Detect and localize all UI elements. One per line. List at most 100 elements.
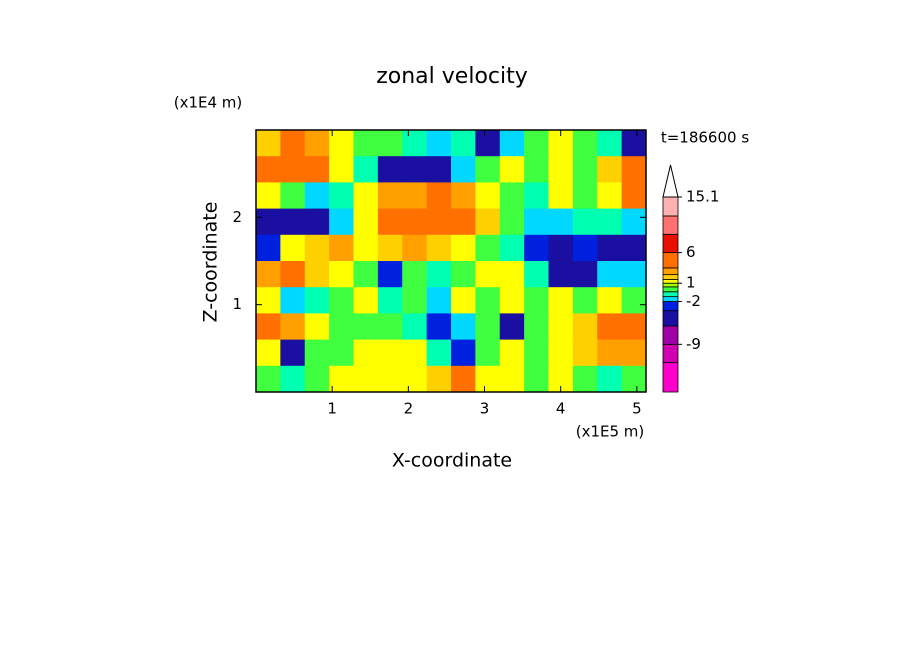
field-cell — [426, 287, 452, 314]
field-cell — [475, 339, 501, 367]
field-cell — [621, 182, 647, 210]
x-unit: (x1E5 m) — [576, 423, 645, 441]
field-cell — [426, 339, 452, 367]
field-cell — [499, 287, 525, 314]
colorbar-swatch — [662, 233, 679, 254]
colorbar-swatch — [662, 362, 679, 393]
field-cell — [499, 234, 525, 262]
field-cell — [256, 365, 281, 393]
field-cell — [524, 261, 549, 288]
field-cell — [499, 208, 525, 236]
field-cell — [304, 156, 330, 183]
field-cell — [572, 234, 598, 262]
field-cell — [524, 234, 549, 262]
field-cell — [524, 339, 549, 367]
field-cell — [572, 339, 598, 367]
field-cell — [524, 130, 549, 157]
field-cell — [548, 287, 574, 314]
field-cell — [572, 182, 598, 210]
x-tick-label: 3 — [480, 400, 490, 418]
field-cell — [329, 234, 354, 262]
field-cell — [353, 156, 379, 183]
field-cell — [280, 339, 306, 367]
y-axis-label: Z-coordinate — [200, 202, 222, 323]
colorbar-arrow — [662, 164, 679, 198]
field-cell — [597, 208, 623, 236]
field-cell — [280, 234, 306, 262]
field-cell — [304, 234, 330, 262]
field-cell — [597, 261, 623, 288]
field-cell — [280, 365, 306, 393]
field-cell — [402, 339, 428, 367]
field-cell — [329, 339, 354, 367]
field-cell — [377, 156, 403, 183]
field-cell — [621, 234, 647, 262]
field-cell — [402, 313, 428, 341]
field-cell — [451, 234, 476, 262]
colorbar-swatch — [662, 310, 679, 327]
field-cell — [353, 313, 379, 341]
field-cell — [475, 156, 501, 183]
field-cell — [572, 208, 598, 236]
field-cell — [597, 339, 623, 367]
field-cell — [353, 130, 379, 157]
field-cell — [329, 261, 354, 288]
colorbar-tick-label: 6 — [686, 243, 696, 261]
field-cell — [475, 130, 501, 157]
field-cell — [426, 182, 452, 210]
field-cell — [402, 365, 428, 393]
x-tick-label: 2 — [404, 400, 414, 418]
field-cell — [304, 365, 330, 393]
field-cell — [475, 182, 501, 210]
field-cell — [402, 208, 428, 236]
field-cell — [280, 208, 306, 236]
field-cell — [304, 339, 330, 367]
colorbar-swatch — [662, 296, 679, 302]
field-cell — [280, 182, 306, 210]
field-cell — [548, 234, 574, 262]
field-cell — [280, 313, 306, 341]
field-cell — [572, 261, 598, 288]
field-cell — [475, 313, 501, 341]
colorbar-swatch — [662, 291, 679, 298]
field-cell — [499, 365, 525, 393]
field-cell — [548, 313, 574, 341]
field-cell — [572, 156, 598, 183]
field-cell — [256, 208, 281, 236]
field-cell — [499, 339, 525, 367]
colorbar-swatch — [662, 215, 679, 235]
colorbar-tick-label: 15.1 — [686, 188, 719, 206]
chart-title: zonal velocity — [376, 64, 528, 89]
field-cell — [524, 365, 549, 393]
field-cell — [475, 261, 501, 288]
field-cell — [256, 130, 281, 157]
x-axis-label: X-coordinate — [392, 450, 512, 472]
colorbar-tick-label: -9 — [686, 335, 701, 353]
field — [256, 130, 647, 393]
field-cell — [256, 339, 281, 367]
field-cell — [329, 287, 354, 314]
field-cell — [304, 313, 330, 341]
colorbar-tick-label: 1 — [686, 274, 696, 292]
field-cell — [621, 208, 647, 236]
field-cell — [621, 313, 647, 341]
field-cell — [426, 313, 452, 341]
y-unit: (x1E4 m) — [174, 94, 243, 112]
field-cell — [548, 261, 574, 288]
colorbar-swatch — [662, 301, 679, 312]
field-cell — [621, 365, 647, 393]
field-cell — [280, 287, 306, 314]
field-cell — [304, 261, 330, 288]
field-cell — [524, 156, 549, 183]
plot-frame — [255, 129, 647, 393]
colorbar-swatch — [662, 267, 679, 276]
field-cell — [329, 130, 354, 157]
field-cell — [548, 339, 574, 367]
field-cell — [426, 208, 452, 236]
field-cell — [377, 287, 403, 314]
field-cell — [304, 208, 330, 236]
field-cell — [377, 339, 403, 367]
field-cell — [353, 208, 379, 236]
